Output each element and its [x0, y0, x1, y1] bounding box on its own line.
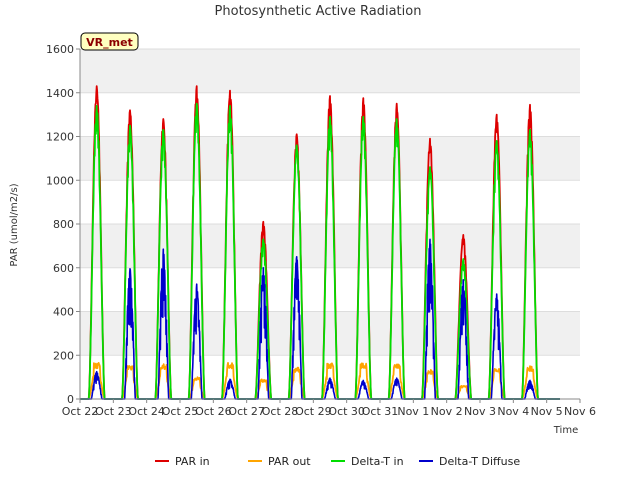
legend-label: Delta-T in — [351, 455, 404, 468]
x-tick-label: Oct 28 — [262, 405, 299, 418]
y-tick-label: 1600 — [46, 43, 74, 56]
y-axis-label: PAR (umol/m2/s) — [9, 183, 20, 266]
x-tick-label: Nov 2 — [431, 405, 463, 418]
x-tick-label: Oct 31 — [362, 405, 399, 418]
y-tick-label: 800 — [53, 218, 74, 231]
x-tick-label: Nov 3 — [464, 405, 496, 418]
y-axis-ticks: 0 200 400 600 800 1000 1200 1400 1600 — [46, 43, 80, 406]
station-badge-box — [80, 32, 139, 51]
x-tick-label: Oct 22 — [62, 405, 99, 418]
x-tick-label: Nov 5 — [531, 405, 563, 418]
plot-band — [80, 311, 580, 356]
x-tick-label: Nov 1 — [397, 405, 429, 418]
x-tick-label: Nov 4 — [497, 405, 529, 418]
x-tick-label: Nov 6 — [564, 405, 596, 418]
y-tick-label: 0 — [67, 393, 74, 406]
x-tick-label: Oct 24 — [128, 405, 165, 418]
station-badge: VR_met — [80, 32, 139, 51]
plot-band — [80, 180, 580, 224]
y-tick-label: 400 — [53, 306, 74, 319]
plot-background — [80, 49, 580, 399]
y-tick-label: 200 — [53, 349, 74, 362]
y-tick-label: 600 — [53, 262, 74, 275]
legend-label: PAR out — [268, 455, 311, 468]
plot-band — [80, 224, 580, 268]
x-tick-label: Oct 25 — [162, 405, 199, 418]
x-tick-label: Oct 29 — [295, 405, 332, 418]
x-tick-label: Oct 27 — [228, 405, 265, 418]
y-tick-label: 1400 — [46, 87, 74, 100]
x-tick-label: Oct 30 — [328, 405, 365, 418]
legend-label: Delta-T Diffuse — [439, 455, 520, 468]
plot-band — [80, 49, 580, 93]
x-tick-label: Oct 26 — [195, 405, 232, 418]
y-tick-label: 1200 — [46, 131, 74, 144]
legend-label: PAR in — [175, 455, 210, 468]
chart-title: Photosynthetic Active Radiation — [215, 4, 422, 19]
x-axis-label: Time — [553, 425, 578, 436]
plot-band — [80, 355, 580, 399]
plot-band — [80, 267, 580, 312]
x-tick-label: Oct 23 — [95, 405, 132, 418]
legend: PAR in PAR out Delta-T in Delta-T Diffuse — [155, 455, 520, 468]
station-badge-text: VR_met — [86, 36, 133, 49]
y-tick-label: 1000 — [46, 174, 74, 187]
